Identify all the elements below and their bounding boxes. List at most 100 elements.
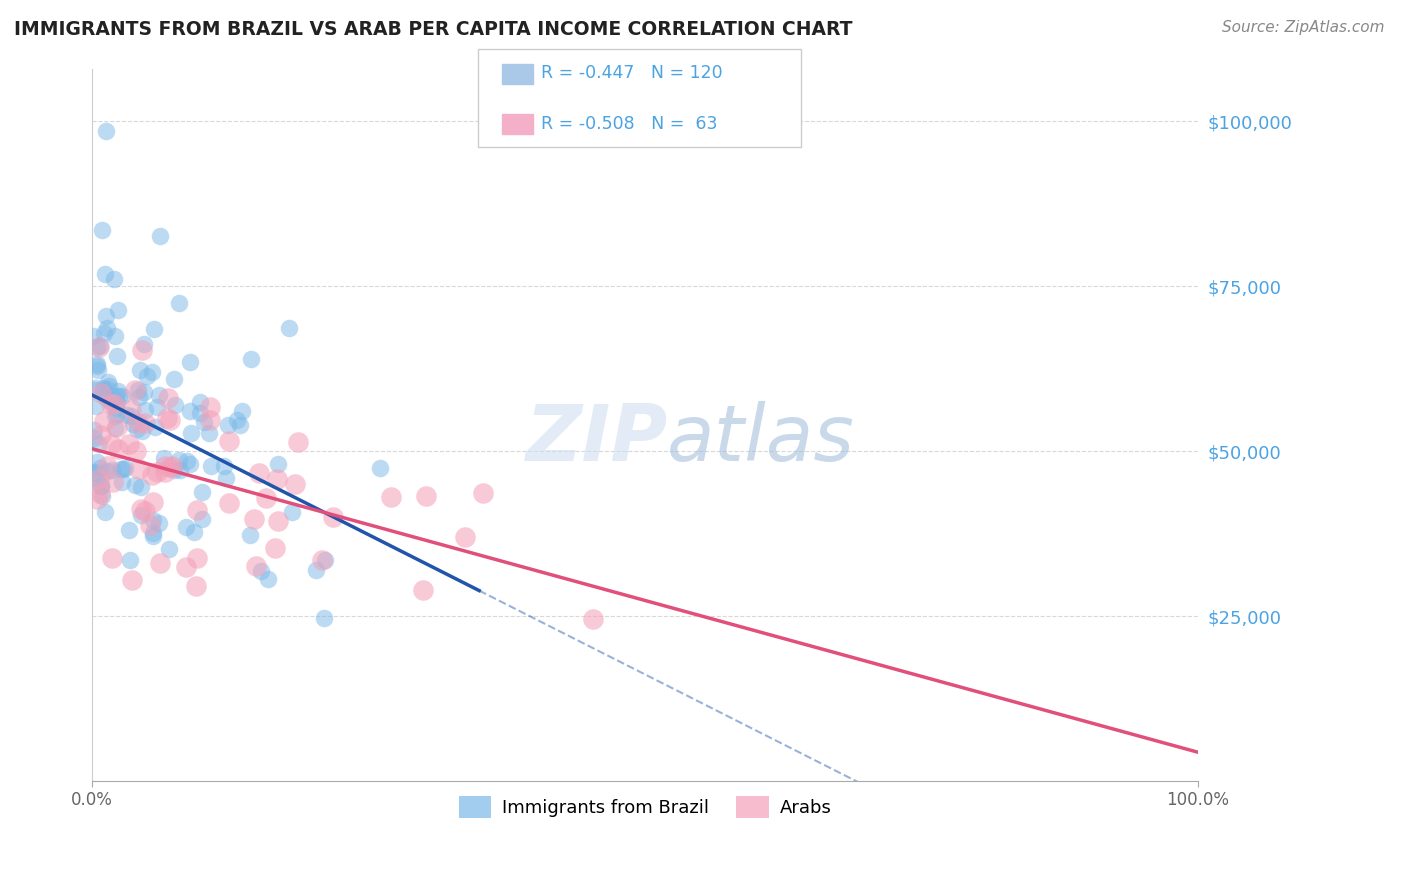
Point	[131, 424, 153, 438]
Point	[124, 478, 146, 492]
Point	[471, 485, 494, 500]
Text: R = -0.447   N = 120: R = -0.447 N = 120	[541, 64, 723, 82]
Point	[179, 404, 201, 418]
Point	[101, 475, 124, 489]
Point	[312, 611, 335, 625]
Point	[167, 453, 190, 467]
Point	[157, 542, 180, 557]
Point	[107, 384, 129, 398]
Point	[322, 509, 344, 524]
Point	[132, 385, 155, 400]
Point	[128, 462, 150, 476]
Point	[142, 513, 165, 527]
Point	[111, 389, 134, 403]
Point	[96, 464, 118, 478]
Point	[263, 541, 285, 555]
Point	[91, 489, 114, 503]
Point	[83, 424, 105, 438]
Point	[124, 383, 146, 397]
Point	[87, 437, 110, 451]
Point	[96, 383, 118, 397]
Point	[415, 489, 437, 503]
Point	[218, 434, 240, 449]
Point	[153, 459, 176, 474]
Point	[104, 329, 127, 343]
Point	[129, 508, 152, 522]
Point	[143, 322, 166, 336]
Point	[231, 403, 253, 417]
Point	[94, 267, 117, 281]
Legend: Immigrants from Brazil, Arabs: Immigrants from Brazil, Arabs	[451, 789, 838, 825]
Point	[83, 384, 105, 398]
Point	[103, 271, 125, 285]
Point	[582, 612, 605, 626]
Point	[128, 390, 150, 404]
Point	[100, 437, 122, 451]
Point	[94, 309, 117, 323]
Point	[104, 421, 127, 435]
Point	[141, 366, 163, 380]
Point	[167, 296, 190, 310]
Point	[84, 465, 107, 479]
Point	[101, 550, 124, 565]
Point	[176, 454, 198, 468]
Text: Source: ZipAtlas.com: Source: ZipAtlas.com	[1222, 20, 1385, 35]
Point	[159, 413, 181, 427]
Point	[89, 339, 111, 353]
Point	[245, 559, 267, 574]
Point	[156, 411, 179, 425]
Point	[278, 321, 301, 335]
Point	[86, 471, 108, 485]
Point	[111, 475, 134, 489]
Point	[93, 326, 115, 341]
Point	[162, 372, 184, 386]
Point	[105, 401, 128, 415]
Point	[118, 553, 141, 567]
Point	[139, 517, 162, 532]
Point	[121, 573, 143, 587]
Point	[87, 362, 110, 376]
Point	[200, 459, 222, 474]
Point	[188, 406, 211, 420]
Point	[94, 124, 117, 138]
Point	[180, 425, 202, 440]
Point	[240, 351, 263, 366]
Point	[239, 528, 262, 542]
Point	[214, 471, 236, 485]
Point	[160, 459, 183, 474]
Point	[86, 357, 108, 371]
Point	[89, 460, 111, 475]
Point	[186, 503, 208, 517]
Point	[90, 478, 112, 492]
Point	[184, 579, 207, 593]
Point	[82, 328, 104, 343]
Point	[159, 460, 181, 475]
Point	[132, 337, 155, 351]
Point	[149, 556, 172, 570]
Point	[218, 495, 240, 509]
Point	[96, 458, 118, 473]
Point	[380, 490, 402, 504]
Point	[103, 397, 125, 411]
Point	[142, 526, 165, 541]
Point	[153, 465, 176, 479]
Point	[141, 467, 163, 482]
Point	[156, 391, 179, 405]
Point	[129, 480, 152, 494]
Point	[110, 462, 132, 476]
Point	[117, 436, 139, 450]
Point	[266, 472, 288, 486]
Point	[100, 394, 122, 409]
Point	[183, 525, 205, 540]
Point	[105, 420, 128, 434]
Point	[93, 505, 115, 519]
Point	[191, 484, 214, 499]
Point	[243, 512, 266, 526]
Point	[115, 409, 138, 423]
Point	[93, 384, 115, 398]
Point	[284, 476, 307, 491]
Point	[198, 413, 221, 427]
Point	[314, 553, 336, 567]
Text: atlas: atlas	[668, 401, 855, 477]
Point	[212, 458, 235, 473]
